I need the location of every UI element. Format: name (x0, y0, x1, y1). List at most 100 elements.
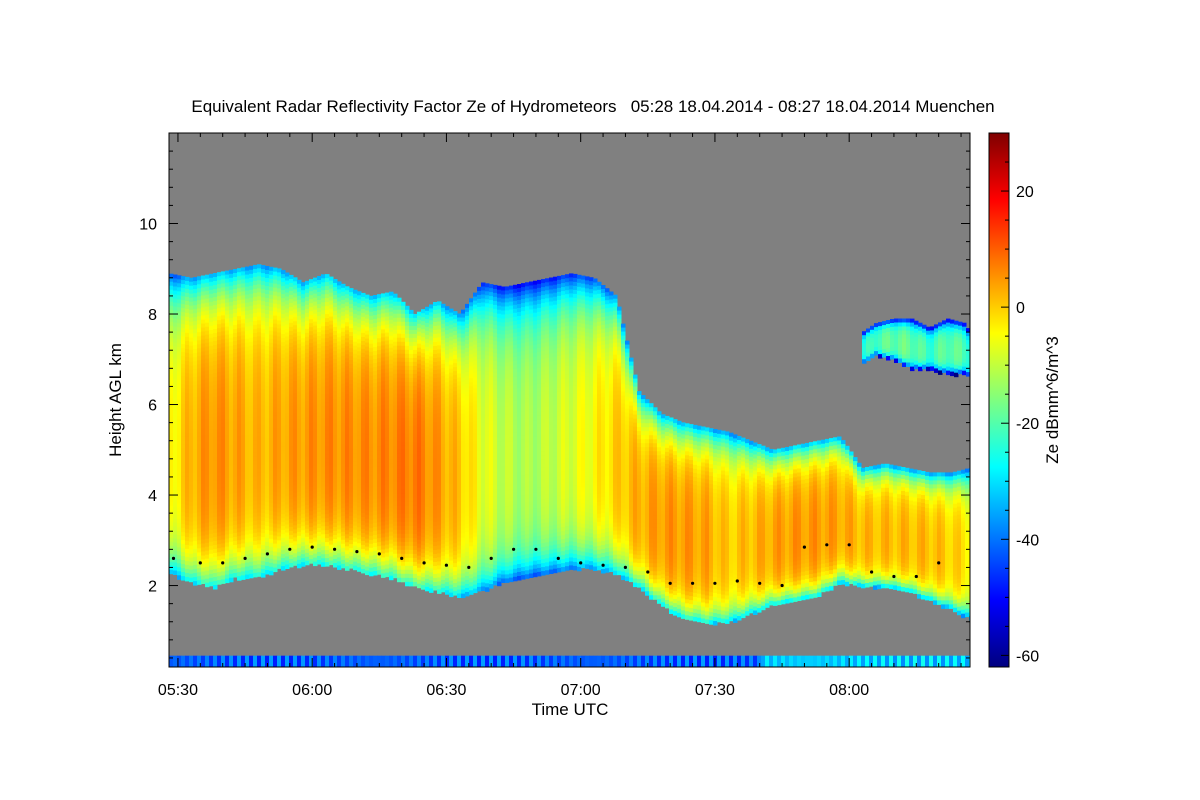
heatmap-cell (389, 347, 394, 353)
heatmap-cell (313, 421, 318, 427)
heatmap-cell (241, 527, 246, 532)
heatmap-cell (421, 545, 426, 550)
heatmap-cell (177, 307, 182, 312)
heatmap-cell (289, 562, 294, 568)
heatmap-cell (205, 354, 210, 360)
heatmap-cell (257, 388, 262, 393)
heatmap-cell (313, 285, 318, 291)
heatmap-cell (197, 436, 202, 441)
heatmap-cell (417, 367, 422, 373)
heatmap-cell (261, 477, 266, 482)
heatmap-cell (357, 515, 362, 520)
heatmap-cell (405, 573, 410, 579)
heatmap-cell (349, 484, 354, 489)
heatmap-cell (385, 556, 390, 562)
heatmap-cell (257, 556, 262, 561)
heatmap-cell (169, 537, 174, 543)
heatmap-cell (341, 387, 346, 393)
heatmap-cell (281, 330, 286, 335)
heatmap-cell (401, 549, 406, 555)
heatmap-cell (353, 501, 358, 507)
heatmap-cell (181, 388, 186, 393)
heatmap-cell (385, 516, 390, 522)
heatmap-cell (305, 452, 310, 458)
heatmap-cell (269, 474, 274, 480)
heatmap-cell (249, 509, 254, 515)
heatmap-cell (229, 293, 234, 299)
heatmap-cell (345, 350, 350, 355)
heatmap-cell (289, 534, 294, 540)
heatmap-cell (225, 526, 230, 532)
heatmap-cell (245, 278, 250, 284)
heatmap-cell (185, 408, 190, 414)
heatmap-cell (209, 405, 214, 411)
heatmap-cell (273, 463, 278, 469)
heatmap-cell (397, 541, 402, 547)
heatmap-cell (237, 564, 242, 569)
heatmap-cell (265, 570, 270, 575)
heatmap-cell (265, 334, 270, 339)
heatmap-cell (225, 538, 230, 544)
heatmap-cell (333, 303, 338, 308)
heatmap-cell (349, 436, 354, 441)
heatmap-cell (409, 321, 414, 327)
heatmap-cell (329, 512, 334, 518)
heatmap-cell (177, 551, 182, 556)
heatmap-cell (273, 523, 278, 529)
heatmap-cell (185, 312, 190, 318)
heatmap-cell (181, 460, 186, 465)
heatmap-cell (433, 578, 438, 583)
heatmap-cell (253, 348, 258, 354)
heatmap-cell (293, 285, 298, 290)
heatmap-cell (417, 507, 422, 513)
heatmap-cell (297, 335, 302, 341)
heatmap-cell (309, 399, 314, 404)
heatmap-cell (301, 498, 306, 503)
heatmap-cell (237, 512, 242, 517)
heatmap-cell (257, 288, 262, 293)
heatmap-cell (369, 435, 374, 441)
heatmap-cell (253, 364, 258, 370)
heatmap-cell (209, 333, 214, 339)
heatmap-cell (409, 577, 414, 583)
heatmap-cell (217, 356, 222, 361)
heatmap-cell (253, 552, 258, 558)
heatmap-cell (213, 485, 218, 490)
heatmap-cell (189, 293, 194, 299)
heatmap-cell (265, 502, 270, 507)
heatmap-cell (265, 330, 270, 335)
heatmap-cell (361, 484, 366, 490)
heatmap-cell (381, 325, 386, 330)
heatmap-cell (241, 471, 246, 476)
heatmap-cell (173, 558, 178, 563)
heatmap-cell (341, 451, 346, 457)
heatmap-cell (337, 437, 342, 442)
heatmap-cell (237, 292, 242, 297)
heatmap-cell (257, 532, 262, 537)
heatmap-cell (353, 397, 358, 403)
heatmap-cell (309, 527, 314, 532)
heatmap-cell (233, 317, 238, 322)
heatmap-cell (341, 363, 346, 369)
heatmap-cell (341, 499, 346, 505)
heatmap-cell (273, 347, 278, 353)
heatmap-cell (393, 457, 398, 463)
heatmap-cell (373, 551, 378, 556)
heatmap-cell (181, 448, 186, 453)
heatmap-cell (337, 557, 342, 562)
heatmap-cell (173, 486, 178, 491)
heatmap-cell (321, 402, 326, 407)
heatmap-cell (213, 373, 218, 378)
heatmap-cell (277, 416, 282, 421)
heatmap-cell (197, 376, 202, 381)
heatmap-cell (241, 355, 246, 360)
heatmap-cell (381, 505, 386, 510)
heatmap-cell (437, 369, 442, 374)
heatmap-cell (393, 349, 398, 355)
heatmap-cell (341, 515, 346, 521)
heatmap-cell (229, 573, 234, 579)
heatmap-cell (277, 408, 282, 413)
heatmap-cell (217, 312, 222, 317)
heatmap-cell (173, 494, 178, 499)
heatmap-cell (241, 331, 246, 336)
